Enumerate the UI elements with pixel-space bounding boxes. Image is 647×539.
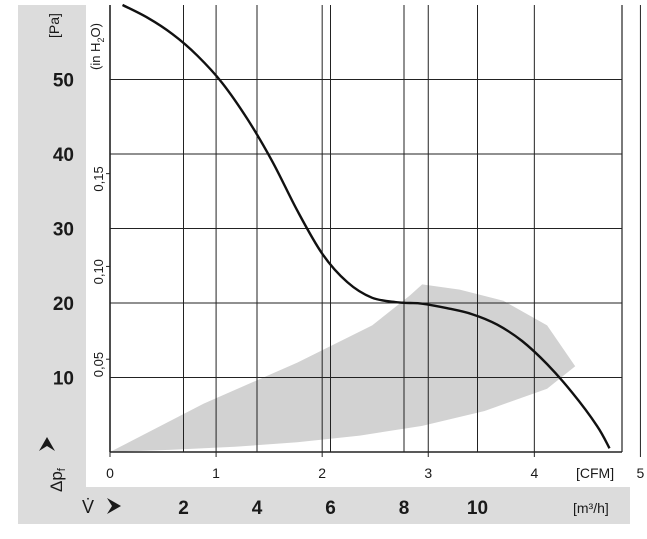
y-arrow-head-icon <box>39 437 55 451</box>
pa-tick-label: 40 <box>53 145 74 166</box>
bottom-axis-band <box>18 487 630 524</box>
pa-tick-label: 50 <box>53 71 74 92</box>
x-arrow-head-icon <box>107 498 121 514</box>
y-unit-inh2o: (in H2O) <box>88 23 106 70</box>
x-unit-m3h: [m³/h] <box>573 500 609 516</box>
m3h-tick-label: 2 <box>178 498 189 519</box>
x-unit-cfm: [CFM] <box>576 465 614 481</box>
cfm-tick-label: 2 <box>318 465 326 481</box>
y-unit-pa: [Pa] <box>46 13 62 38</box>
m3h-tick-label: 4 <box>252 498 263 519</box>
cfm-tick-labels: 01234567 <box>106 465 645 481</box>
m3h-tick-labels: 2 4 6 8 10 <box>178 498 488 519</box>
pa-tick-labels: 10 20 30 40 50 <box>53 71 74 390</box>
m3h-tick-label: 10 <box>467 498 488 519</box>
grid-lines <box>106 5 641 457</box>
y-axis-arrow <box>39 437 55 451</box>
y-axis-symbol: Δpf <box>47 467 68 492</box>
cfm-tick-label: 5 <box>637 465 645 481</box>
inh2o-tick-label: 0,10 <box>91 259 106 284</box>
pa-tick-label: 20 <box>53 294 74 315</box>
m3h-tick-label: 6 <box>325 498 336 519</box>
cfm-tick-label: 3 <box>424 465 432 481</box>
operating-range-shade <box>110 284 576 452</box>
pa-tick-label: 30 <box>53 220 74 241</box>
x-axis-symbol: V̇ <box>82 497 94 517</box>
performance-curve <box>121 3 611 449</box>
m3h-tick-label: 8 <box>399 498 410 519</box>
left-axis-band <box>18 5 86 524</box>
cfm-tick-label: 0 <box>106 465 114 481</box>
inh2o-tick-label: 0,15 <box>91 166 106 191</box>
inh2o-tick-labels: 0,05 0,10 0,15 <box>91 166 106 377</box>
pa-tick-label: 10 <box>53 369 74 390</box>
cfm-tick-label: 1 <box>212 465 220 481</box>
inh2o-tick-label: 0,05 <box>91 352 106 377</box>
cfm-tick-label: 4 <box>530 465 538 481</box>
